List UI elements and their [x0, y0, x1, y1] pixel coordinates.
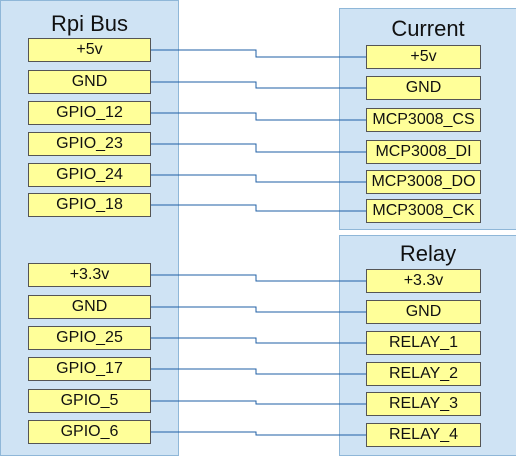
current-pin: GND	[366, 76, 481, 100]
wire-gpio25-relay1	[151, 337, 366, 344]
rpi-pin: GPIO_17	[28, 357, 151, 381]
relay-pin: +3.3v	[366, 269, 481, 293]
rpi-pin: +3.3v	[28, 263, 151, 287]
current-pin: +5v	[366, 45, 481, 69]
relay-title: Relay	[399, 241, 457, 266]
wire-5v	[151, 49, 366, 58]
wire-gpio5-relay3	[151, 400, 366, 405]
rpi-pin: +5v	[28, 38, 151, 62]
wire-gpio24-do	[151, 174, 366, 183]
rpi-pin: GND	[28, 295, 151, 319]
wire-gnd-relay	[151, 306, 366, 313]
relay-pin: RELAY_2	[366, 362, 481, 386]
wire-3v3	[151, 274, 366, 282]
current-pin: MCP3008_CK	[366, 199, 481, 223]
wire-gnd-current	[151, 81, 366, 89]
wire-gpio23-di	[151, 143, 366, 153]
rpi-pin: GPIO_23	[28, 132, 151, 156]
wire-gpio18-ck	[151, 204, 366, 212]
current-pin: MCP3008_DO	[366, 170, 481, 194]
rpi-pin: GPIO_5	[28, 389, 151, 413]
current-pin: MCP3008_CS	[366, 108, 481, 132]
current-pin: MCP3008_DI	[366, 140, 481, 164]
rpi-bus-panel: Rpi Bus	[0, 0, 179, 456]
rpi-pin: GPIO_12	[28, 101, 151, 125]
rpi-pin: GPIO_6	[28, 420, 151, 444]
rpi-pin: GND	[28, 70, 151, 94]
relay-pin: RELAY_1	[366, 331, 481, 355]
wire-gpio12-cs	[151, 112, 366, 121]
rpi-pin: GPIO_25	[28, 326, 151, 350]
wire-gpio17-relay2	[151, 368, 366, 375]
wire-gpio6-relay4	[151, 431, 366, 436]
relay-pin: GND	[366, 300, 481, 324]
current-title: Current	[391, 16, 465, 41]
rpi-bus-title: Rpi Bus	[50, 11, 129, 36]
rpi-pin: GPIO_24	[28, 163, 151, 187]
relay-pin: RELAY_4	[366, 423, 481, 447]
rpi-pin: GPIO_18	[28, 193, 151, 217]
relay-pin: RELAY_3	[366, 392, 481, 416]
